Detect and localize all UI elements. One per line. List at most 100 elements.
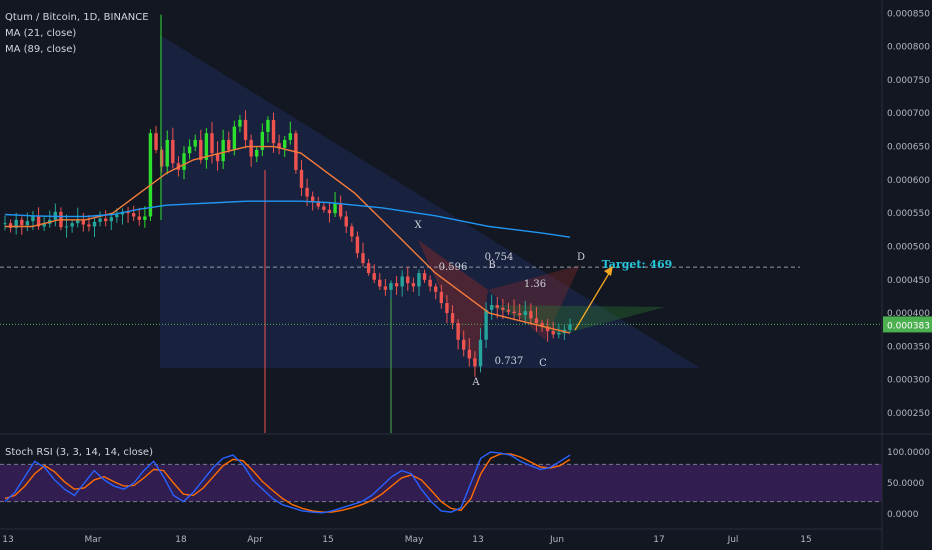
stoch-tick-label: 100.0000 bbox=[887, 448, 930, 458]
time-tick-label: Jul bbox=[727, 535, 739, 545]
candle-body bbox=[506, 309, 511, 312]
candle-body bbox=[182, 153, 186, 170]
candle bbox=[333, 192, 337, 217]
candle bbox=[3, 215, 7, 231]
candle-body bbox=[327, 209, 332, 214]
candle-body bbox=[529, 311, 533, 319]
symbol-title[interactable]: Qtum / Bitcoin, 1D, BINANCE bbox=[5, 12, 149, 23]
candle bbox=[76, 207, 80, 228]
candle bbox=[103, 210, 108, 227]
candle-body bbox=[400, 276, 404, 287]
candle-body bbox=[540, 323, 544, 327]
candle bbox=[215, 141, 220, 171]
candle bbox=[92, 217, 97, 238]
candle bbox=[81, 212, 86, 232]
candle-body bbox=[131, 213, 136, 217]
candle bbox=[182, 146, 186, 180]
candle-body bbox=[383, 286, 388, 290]
candle-body bbox=[473, 358, 477, 367]
candle bbox=[372, 264, 376, 284]
candle-body bbox=[372, 273, 376, 280]
price-tag-bg bbox=[883, 316, 932, 333]
candle-body bbox=[165, 139, 169, 167]
time-tick-label: 15 bbox=[322, 535, 333, 545]
candle bbox=[227, 131, 231, 153]
candle-body bbox=[394, 283, 399, 287]
ma-89-line bbox=[4, 200, 571, 238]
target-arrow-head bbox=[604, 266, 613, 276]
candle bbox=[456, 319, 460, 350]
candle bbox=[389, 280, 393, 299]
candle-body bbox=[109, 217, 113, 222]
candle-body bbox=[238, 119, 242, 127]
stoch-rsi-legend[interactable]: Stoch RSI (3, 3, 14, 14, close) bbox=[5, 447, 153, 458]
candle bbox=[400, 270, 404, 297]
stoch-d-line bbox=[4, 453, 571, 513]
price-pane[interactable]: X A B C D 0.596 0.754 1.36 0.737 Target: 469 bbox=[0, 14, 882, 433]
time-tick-label: 13 bbox=[2, 535, 13, 545]
candle-body bbox=[333, 203, 337, 214]
target-label: Target: 469 bbox=[602, 258, 673, 271]
candle bbox=[70, 219, 74, 233]
candle-body bbox=[338, 203, 343, 217]
candle-body bbox=[411, 283, 416, 287]
candle bbox=[534, 306, 539, 332]
candle bbox=[467, 338, 472, 367]
candle-body bbox=[81, 219, 86, 225]
point-b-label: B bbox=[488, 260, 495, 271]
candle-body bbox=[92, 221, 97, 227]
candle-body bbox=[36, 216, 41, 227]
ma-slow-legend[interactable]: MA (89, close) bbox=[5, 44, 77, 55]
price-tick-label: 0.000700 bbox=[887, 109, 930, 119]
bcd-triangle bbox=[488, 265, 580, 340]
candle bbox=[204, 127, 209, 169]
candle bbox=[512, 299, 516, 321]
candle-body bbox=[227, 139, 231, 150]
point-a-label: A bbox=[471, 377, 480, 388]
candle-body bbox=[199, 139, 203, 160]
candle bbox=[159, 146, 164, 173]
candle-body bbox=[277, 143, 281, 148]
candle bbox=[36, 207, 41, 230]
stoch-band bbox=[0, 464, 882, 502]
time-tick-label: 13 bbox=[472, 535, 483, 545]
candle bbox=[260, 123, 265, 157]
candle bbox=[462, 330, 466, 357]
candle bbox=[316, 196, 320, 210]
stoch-rsi-pane[interactable] bbox=[0, 451, 882, 514]
xab-triangle bbox=[418, 240, 488, 368]
candle-body bbox=[378, 279, 382, 287]
candle-body bbox=[305, 187, 309, 197]
candle bbox=[238, 115, 242, 133]
candle bbox=[383, 279, 388, 296]
candle bbox=[529, 303, 533, 325]
time-tick-label: Mar bbox=[85, 535, 102, 545]
candle bbox=[210, 121, 214, 164]
candle-body bbox=[14, 219, 18, 228]
candle bbox=[221, 129, 225, 169]
candle-body bbox=[512, 311, 516, 314]
candle-body bbox=[501, 307, 505, 310]
time-tick-label: 15 bbox=[800, 535, 811, 545]
candle bbox=[501, 298, 505, 320]
candle bbox=[310, 191, 315, 211]
candle bbox=[322, 203, 326, 213]
candle-body bbox=[31, 216, 35, 222]
candle bbox=[394, 275, 399, 296]
candle bbox=[350, 223, 354, 242]
candle-body bbox=[322, 206, 326, 210]
candle bbox=[473, 351, 477, 377]
ma-fast-legend[interactable]: MA (21, close) bbox=[5, 28, 77, 39]
point-x-label: X bbox=[414, 220, 422, 231]
candle-body bbox=[64, 226, 69, 228]
candle bbox=[361, 242, 365, 267]
candle-body bbox=[489, 305, 494, 310]
candle-body bbox=[456, 323, 460, 340]
candle-body bbox=[20, 219, 24, 226]
price-tick-label: 0.000350 bbox=[887, 342, 930, 352]
candle-body bbox=[495, 305, 499, 308]
candle bbox=[568, 318, 572, 333]
candle-body bbox=[187, 146, 192, 154]
candle bbox=[48, 210, 52, 228]
